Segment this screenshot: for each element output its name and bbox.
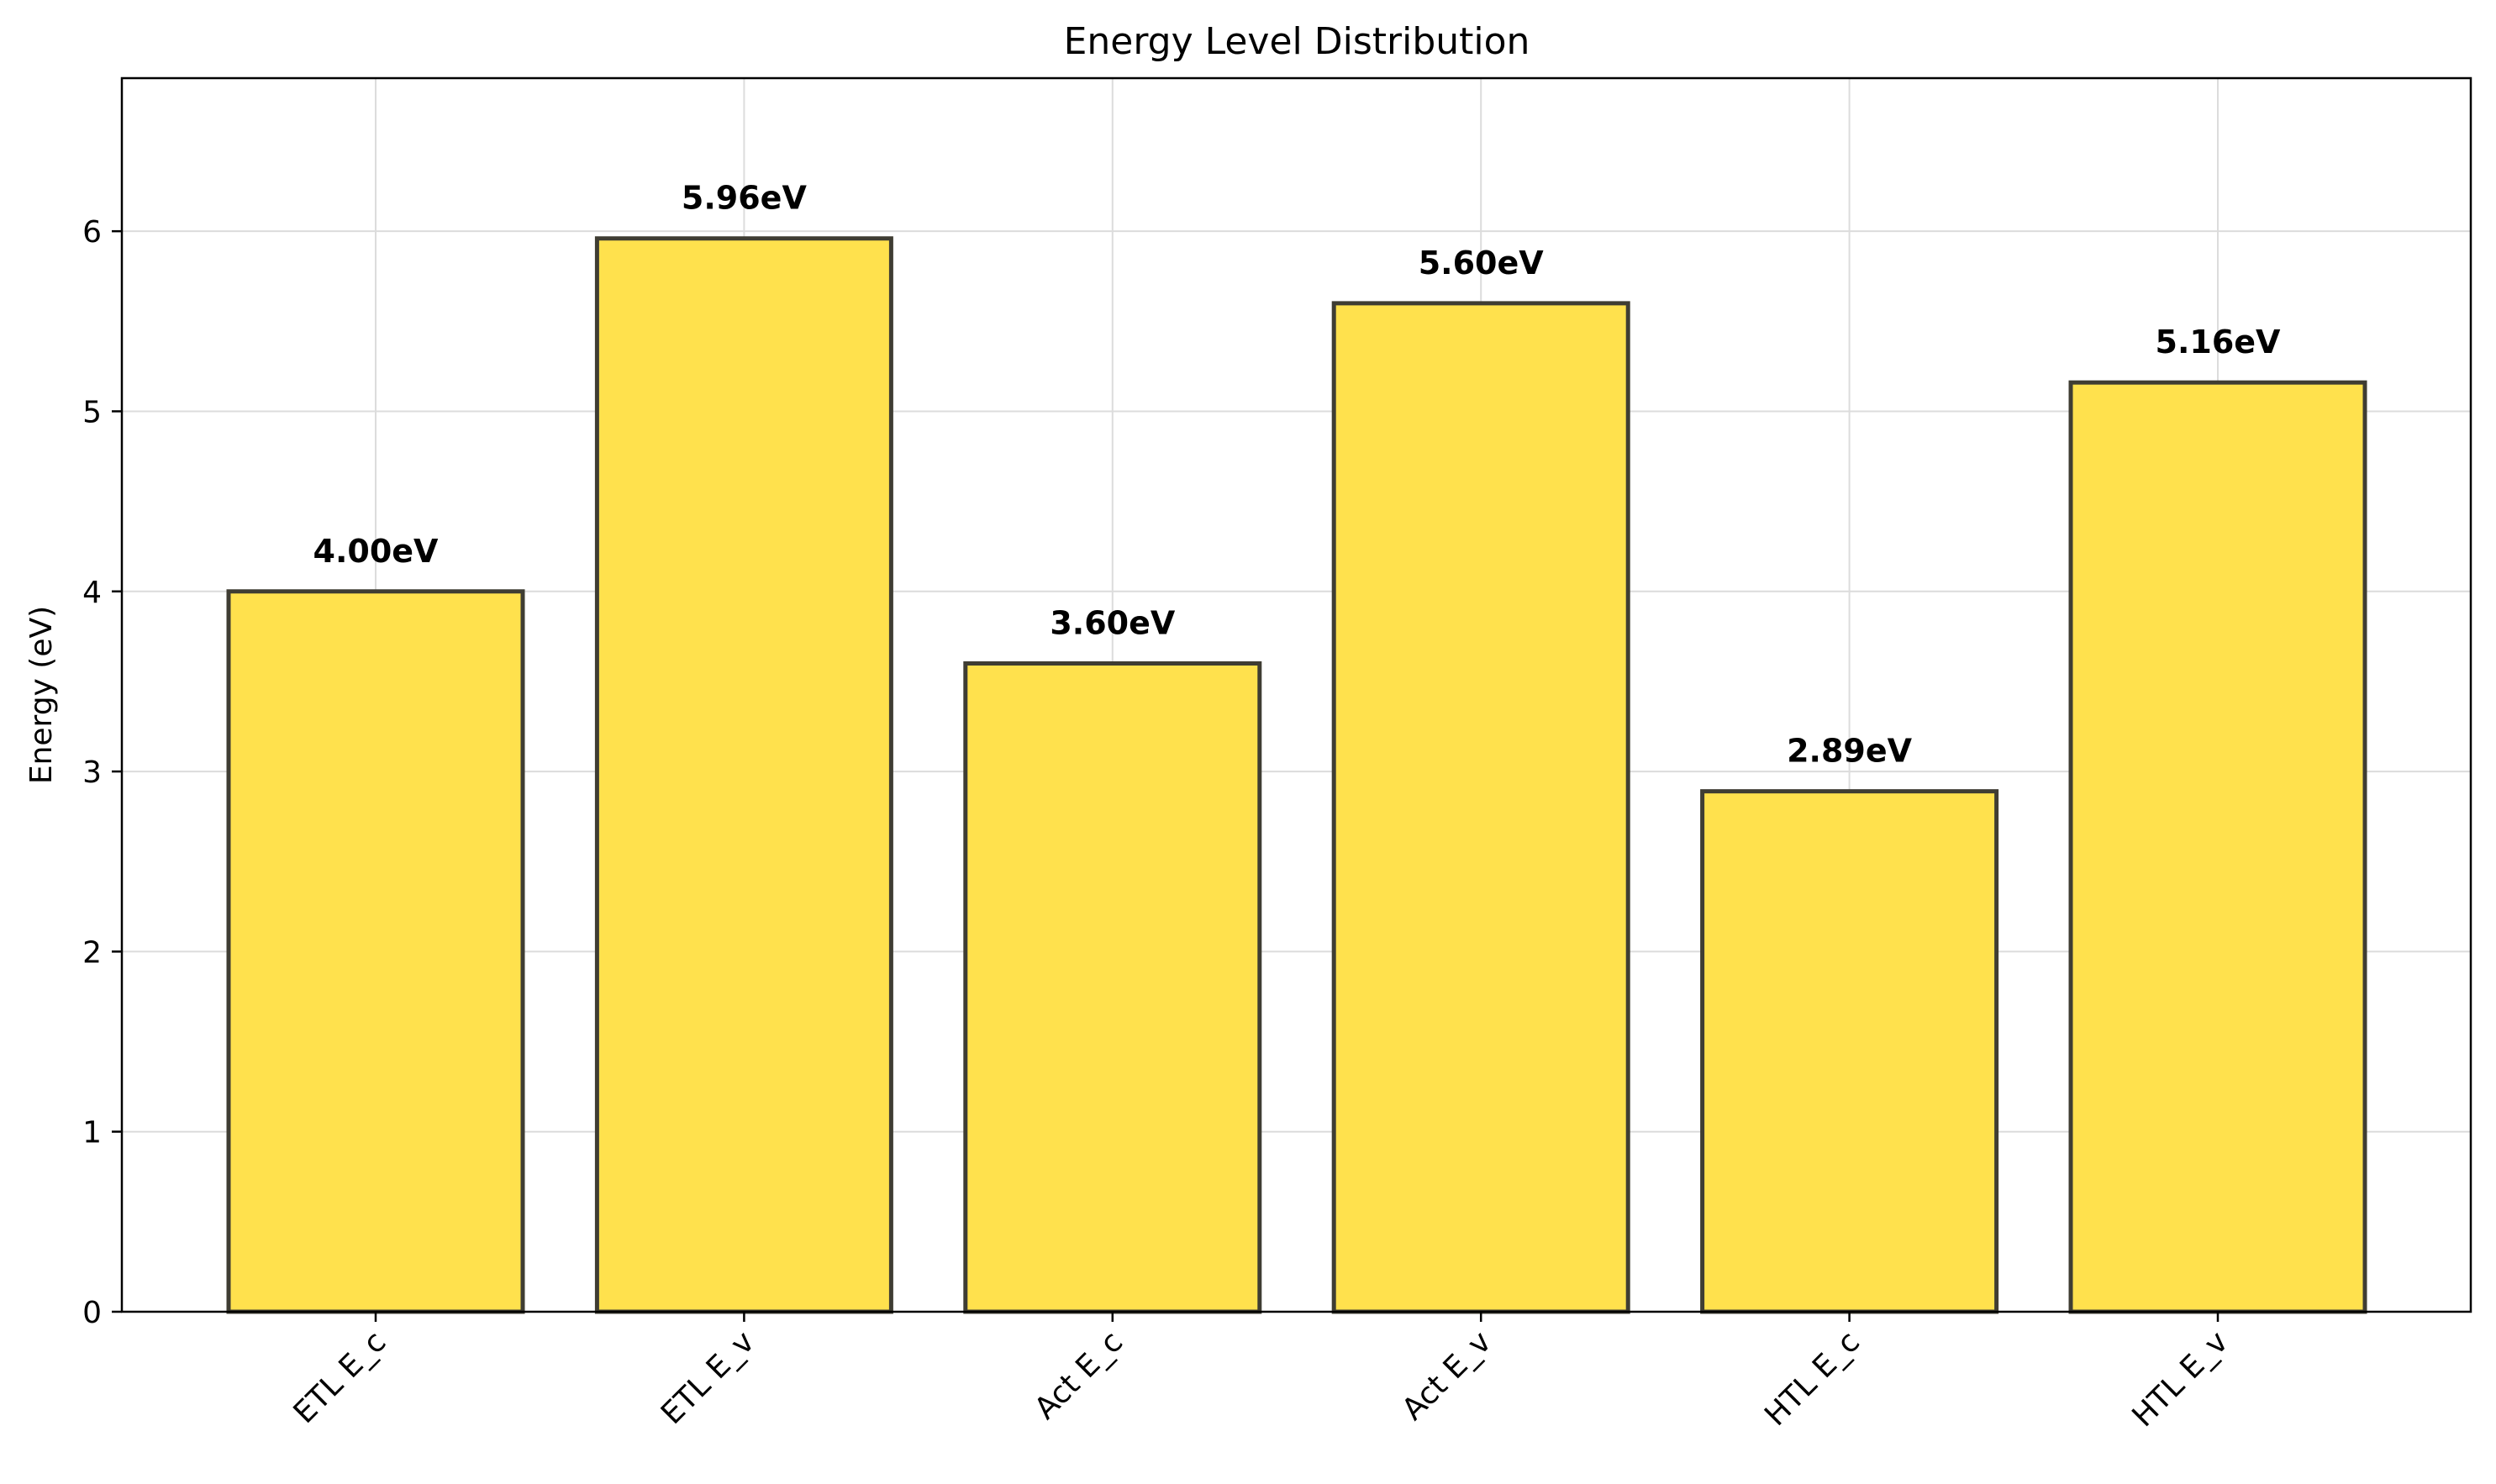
bar bbox=[2068, 380, 2367, 1314]
x-tick-label: HTL E_c bbox=[1758, 1324, 1867, 1433]
bar bbox=[1700, 789, 1999, 1314]
y-tick-label: 3 bbox=[82, 755, 102, 790]
y-tick-label: 6 bbox=[82, 215, 102, 250]
y-tick-label: 0 bbox=[82, 1296, 102, 1330]
data-label: 4.00eV bbox=[313, 533, 440, 570]
y-tick-label: 4 bbox=[82, 576, 102, 610]
data-label: 5.16eV bbox=[2156, 324, 2282, 360]
data-labels: 4.00eV 5.96eV 3.60eV 5.60eV 2.89eV 5.16eV bbox=[313, 180, 2282, 770]
x-tick-label: Act E_c bbox=[1028, 1324, 1130, 1426]
data-label: 3.60eV bbox=[1050, 604, 1176, 641]
x-tick-label: ETL E_c bbox=[287, 1324, 393, 1430]
bar bbox=[226, 589, 525, 1314]
bar bbox=[1331, 301, 1630, 1314]
y-tick-label: 2 bbox=[82, 935, 102, 970]
chart-title: Energy Level Distribution bbox=[1064, 20, 1530, 63]
data-label: 5.60eV bbox=[1419, 245, 1545, 282]
bar bbox=[963, 660, 1262, 1314]
bars bbox=[226, 236, 2367, 1314]
y-axis-label: Energy (eV) bbox=[24, 606, 59, 784]
y-axis: 0 1 2 3 4 5 6 bbox=[82, 215, 122, 1330]
x-axis: ETL E_c ETL E_v Act E_c Act E_v HTL E_c HTL E… bbox=[287, 1312, 2235, 1434]
plot-frame bbox=[120, 76, 2472, 1313]
x-tick-label: Act E_v bbox=[1396, 1324, 1498, 1427]
data-label: 5.96eV bbox=[682, 180, 808, 217]
data-label: 2.89eV bbox=[1787, 733, 1913, 770]
x-tick-label: ETL E_v bbox=[655, 1324, 761, 1431]
x-tick-label: HTL E_v bbox=[2126, 1324, 2235, 1434]
bar bbox=[594, 236, 893, 1314]
y-tick-label: 1 bbox=[82, 1116, 102, 1150]
y-tick-label: 5 bbox=[82, 395, 102, 429]
